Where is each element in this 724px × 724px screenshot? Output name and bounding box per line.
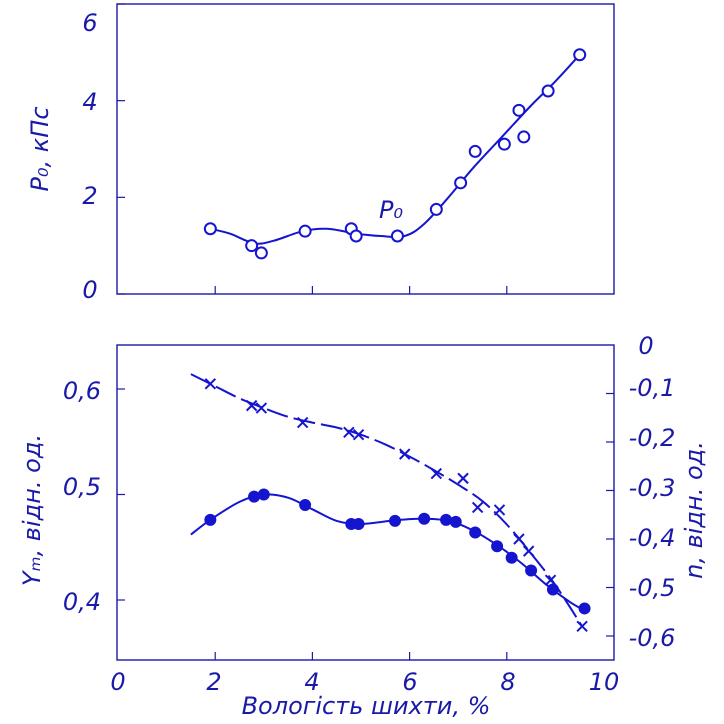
top-ytick-label: 4	[82, 88, 97, 116]
top-ytick-label: 2	[82, 182, 97, 210]
top-plot-frame	[116, 3, 615, 295]
cross-stroke	[245, 399, 258, 412]
n-curve	[190, 373, 583, 627]
n-data-point	[471, 501, 484, 514]
ym-data-point	[248, 490, 261, 503]
ym-data-point	[525, 564, 538, 577]
bottom-plot-frame	[116, 344, 615, 661]
bottom-chart: 0,6 0,5 0,4 0 -0,1 -0,2 -0,3 -0,4 -0,5 -…	[18, 332, 708, 720]
cross-stroke	[255, 402, 268, 414]
bottom-right-ytick-label: -0,4	[629, 524, 676, 552]
cross-stroke	[457, 472, 469, 485]
p0-data-point	[390, 229, 404, 243]
ym-data-point	[352, 518, 365, 531]
ym-data-point	[505, 551, 518, 564]
p0-data-point	[512, 103, 526, 117]
p0-data-point	[429, 202, 443, 216]
cross-stroke	[471, 501, 484, 514]
n-data-point	[522, 545, 535, 557]
bottom-left-ytick-label: 0,6	[63, 377, 101, 405]
top-markers	[203, 48, 587, 260]
ym-data-point	[491, 540, 504, 553]
cross-stroke	[576, 620, 588, 633]
n-data-point	[255, 402, 268, 414]
p0-data-point	[573, 48, 587, 62]
bottom-left-ytick-label: 0,5	[63, 473, 101, 501]
p0-annotation: P₀	[379, 196, 403, 224]
n-data-point	[343, 426, 355, 439]
p0-data-point	[203, 222, 217, 236]
cross-stroke	[343, 426, 355, 439]
bottom-axis-ticks	[117, 388, 614, 660]
ym-data-point	[204, 513, 217, 526]
ym-data-point	[449, 515, 462, 528]
cross-stroke	[204, 378, 217, 390]
p0-data-point	[541, 84, 555, 98]
p0-data-point	[517, 130, 531, 144]
n-data-point	[493, 504, 506, 516]
xtick-label: 10	[589, 668, 620, 696]
top-chart: 6 4 2 0 P₀, кПс P₀	[26, 3, 615, 304]
p0-data-point	[254, 246, 268, 260]
top-ytick-label: 6	[82, 9, 97, 37]
p0-data-point	[245, 239, 259, 253]
xtick-label: 8	[500, 668, 515, 696]
n-data-point	[399, 448, 411, 460]
n-data-point	[576, 620, 588, 633]
ym-data-point	[389, 514, 402, 527]
n-data-point	[430, 467, 443, 480]
bottom-right-ytick-label: -0,5	[629, 574, 676, 602]
bottom-left-y-axis-label: Yₘ, відн. од.	[18, 434, 46, 586]
p0-data-point	[468, 144, 482, 158]
top-ytick-label: 0	[82, 276, 97, 304]
bottom-right-ytick-label: -0,2	[629, 424, 676, 452]
ym-data-point	[578, 602, 591, 615]
cross-stroke	[399, 448, 411, 460]
xtick-label: 0	[110, 668, 125, 696]
cross-stroke	[493, 504, 506, 516]
bottom-left-ytick-label: 0,4	[63, 588, 101, 616]
xtick-label: 6	[402, 668, 417, 696]
ym-data-point	[418, 512, 431, 525]
bottom-right-ytick-label: -0,1	[629, 374, 676, 402]
bottom-right-ytick-label: 0	[638, 332, 653, 360]
cross-stroke	[522, 545, 535, 557]
n-data-point	[296, 416, 309, 429]
bottom-right-ytick-label: -0,3	[629, 474, 676, 502]
cross-stroke	[544, 574, 557, 586]
p0-data-point	[349, 229, 363, 243]
ym-data-point	[440, 513, 453, 526]
top-y-axis-label: P₀, кПс	[26, 106, 54, 191]
ym-data-point	[546, 583, 559, 596]
ym-curve	[190, 493, 586, 612]
ym-data-point	[257, 488, 270, 501]
top-axis-ticks	[117, 3, 508, 295]
ym-data-point	[469, 526, 482, 539]
cross-stroke	[430, 467, 443, 480]
cross-stroke	[513, 533, 525, 545]
p0-data-point	[497, 137, 511, 151]
x-axis-label: Вологість шихти, %	[242, 692, 491, 720]
n-data-point	[245, 399, 258, 412]
n-data-point	[457, 472, 469, 485]
xtick-label: 4	[304, 668, 319, 696]
bottom-right-y-axis-label: n, відн. од.	[680, 441, 708, 579]
bottom-markers	[204, 378, 591, 633]
n-data-point	[352, 429, 365, 441]
xtick-label: 2	[206, 668, 221, 696]
cross-stroke	[296, 416, 309, 429]
p0-data-point	[298, 224, 312, 238]
n-data-point	[204, 378, 217, 390]
ym-data-point	[299, 499, 312, 512]
cross-stroke	[352, 429, 365, 441]
bottom-right-ytick-label: -0,6	[629, 624, 676, 652]
p0-data-point	[454, 176, 468, 190]
n-data-point	[544, 574, 557, 586]
n-data-point	[513, 533, 525, 545]
